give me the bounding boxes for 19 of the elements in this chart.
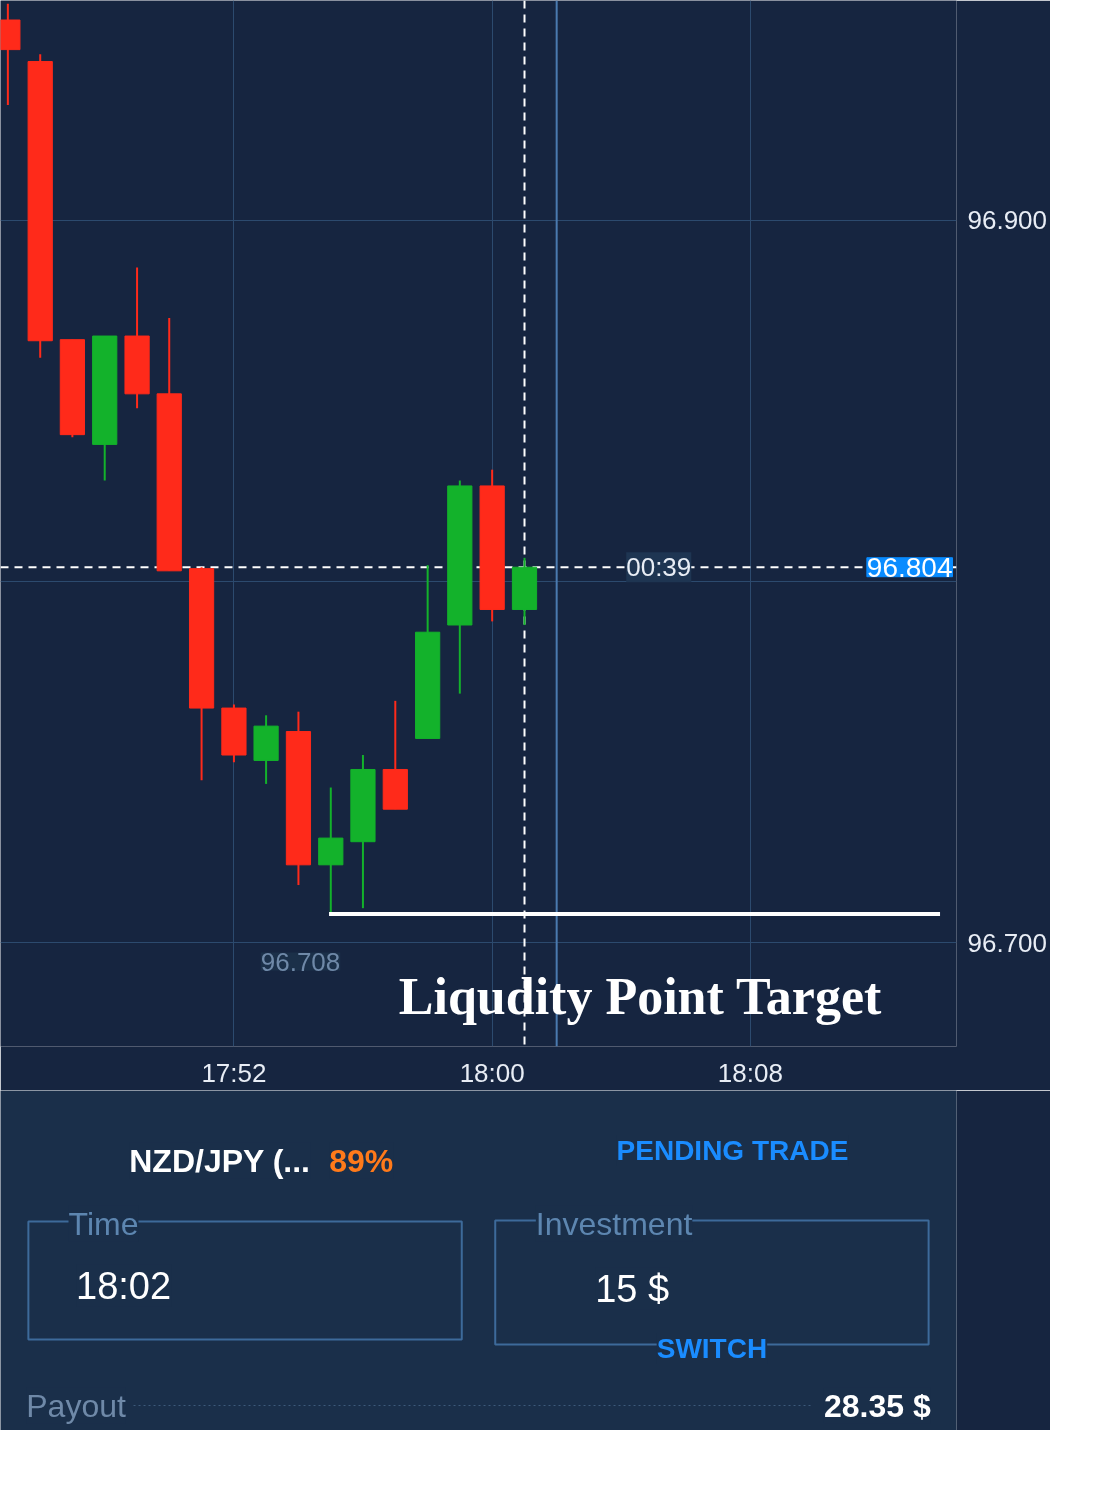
x-tick-label: 18:08: [717, 1057, 783, 1088]
x-tick-label: 17:52: [201, 1057, 267, 1088]
text: NZD/JPY (...: [129, 1142, 311, 1179]
annotation: Liqudity Point Target: [398, 968, 882, 1025]
annotation: 96.708: [260, 946, 341, 977]
text: 89%: [329, 1142, 394, 1179]
y-tick-label: 96.700: [967, 927, 1048, 958]
annotation: 00:39: [626, 552, 692, 583]
text: 28.35 $: [823, 1387, 931, 1424]
ref-line-label: 96.804: [866, 551, 953, 583]
text: 18:02: [76, 1264, 172, 1307]
text: 15 $: [595, 1267, 670, 1310]
text: Investment: [535, 1205, 693, 1242]
text: Payout: [26, 1387, 126, 1424]
x-tick-label: 18:00: [459, 1057, 525, 1088]
text: Time: [68, 1205, 139, 1242]
text: SWITCH: [656, 1333, 768, 1364]
y-tick-label: 96.900: [967, 205, 1048, 236]
text: PENDING TRADE: [616, 1135, 849, 1166]
